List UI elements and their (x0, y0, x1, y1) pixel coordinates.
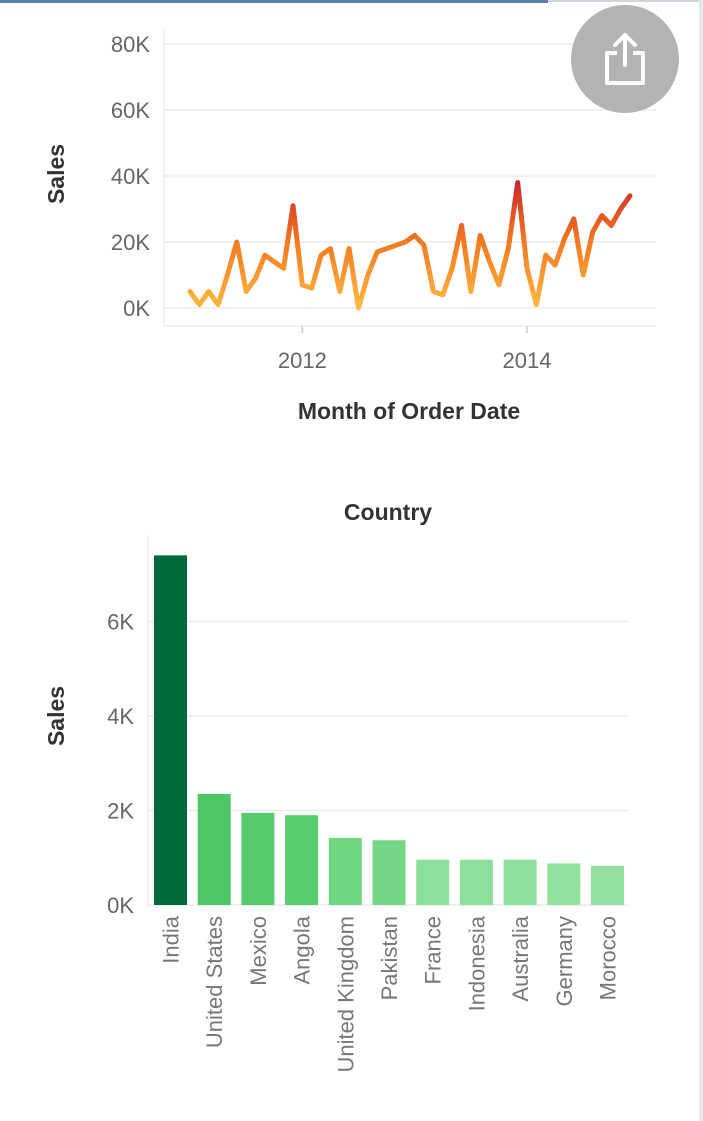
category-label: Pakistan (377, 916, 402, 1000)
line-chart-y-axis: 0K 20K 40K 60K 80K (111, 32, 150, 321)
bar-france[interactable] (416, 859, 450, 905)
category-label: Mexico (246, 916, 271, 986)
category-label: France (421, 916, 446, 984)
bar-chart-bars (154, 555, 624, 905)
y-tick-label: 20K (111, 230, 150, 255)
line-chart-x-axis: 2012 2014 (278, 326, 552, 373)
top-accent-bar (0, 0, 548, 3)
y-tick-label: 2K (107, 799, 134, 824)
bar-united-kingdom[interactable] (328, 837, 362, 905)
share-button[interactable] (571, 5, 679, 113)
line-chart-y-title: Sales (43, 144, 69, 204)
scrollbar-track[interactable] (699, 0, 703, 1121)
line-chart-gridlines (163, 30, 656, 327)
line-chart-x-title: Month of Order Date (298, 398, 520, 424)
category-label: Angola (290, 915, 315, 984)
sales-line-series (187, 180, 633, 311)
top-divider (548, 0, 703, 2)
bar-chart-category-labels: India United States Mexico Angola United Kin… (159, 915, 621, 1072)
bar-germany[interactable] (547, 863, 581, 905)
y-tick-label: 40K (111, 164, 150, 189)
category-label: United States (202, 916, 227, 1048)
x-tick-label: 2012 (278, 348, 327, 373)
line-chart: 0K 20K 40K 60K 80K 2012 2014 Sales Month of O… (43, 30, 656, 424)
y-tick-label: 4K (107, 704, 134, 729)
bar-chart: Country 0K 2K 4K 6K India United States Mexic… (43, 499, 628, 1073)
category-label: India (159, 915, 184, 963)
y-tick-label: 80K (111, 32, 150, 57)
y-tick-label: 60K (111, 98, 150, 123)
category-label: Indonesia (464, 915, 489, 1011)
bar-australia[interactable] (503, 859, 537, 905)
share-icon (605, 33, 645, 85)
bar-chart-title: Country (344, 499, 432, 525)
y-tick-label: 0K (123, 296, 150, 321)
y-tick-label: 0K (107, 893, 134, 918)
bar-morocco[interactable] (591, 865, 624, 905)
bar-chart-y-axis: 0K 2K 4K 6K (107, 610, 134, 919)
bar-mexico[interactable] (241, 812, 275, 905)
bar-indonesia[interactable] (459, 859, 493, 905)
bar-pakistan[interactable] (372, 840, 406, 905)
category-label: Germany (552, 916, 577, 1006)
bar-chart-y-title: Sales (43, 686, 69, 746)
category-label: United Kingdom (333, 916, 358, 1073)
bar-angola[interactable] (285, 815, 319, 905)
bar-india[interactable] (154, 555, 187, 905)
category-label: Australia (508, 915, 533, 1001)
y-tick-label: 6K (107, 610, 134, 635)
bar-united-states[interactable] (197, 793, 231, 905)
x-tick-label: 2014 (503, 348, 552, 373)
category-label: Morocco (596, 916, 621, 1000)
